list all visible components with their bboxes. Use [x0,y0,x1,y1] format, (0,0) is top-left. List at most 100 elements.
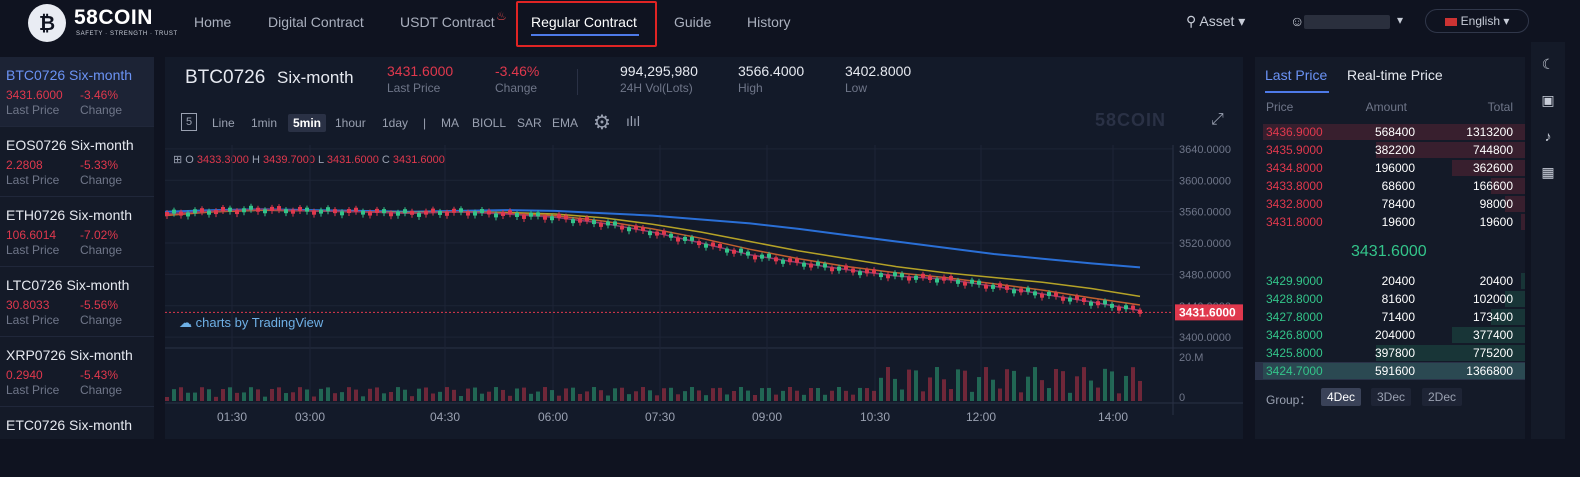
bell-icon[interactable]: ♪ [1544,128,1552,144]
user-chevron-down-icon[interactable]: ▾ [1397,13,1404,27]
ask-row[interactable]: 3434.8000 196000 362600 [1255,159,1525,177]
bid-price: 3429.9000 [1266,274,1323,288]
bid-row[interactable]: 3424.7000 591600 1366800 [1255,362,1525,380]
interval-1hour[interactable]: 1hour [335,116,366,130]
nav-home[interactable]: Home [194,14,232,30]
indicator-ma[interactable]: MA [441,116,459,130]
ticker-last-price: 3431.6000 [387,63,454,79]
bid-row[interactable]: 3428.8000 81600 102000 [1255,290,1525,308]
candle-body [487,210,491,215]
candle-body [186,212,190,217]
nav-guide[interactable]: Guide [674,14,712,30]
wallet-icon[interactable]: ▣ [1541,92,1555,108]
tab-realtime-price[interactable]: Real-time Price [1347,67,1443,83]
volume-bar [305,389,309,401]
volume-bar [333,393,337,401]
language-selector[interactable]: English ▾ [1425,9,1529,33]
interval-1min[interactable]: 1min [251,116,278,130]
bid-row[interactable]: 3429.9000 20400 20400 [1255,272,1525,290]
nav-regular-contract[interactable]: Regular Contract [531,14,637,30]
ask-row[interactable]: 3435.9000 382200 744800 [1255,141,1525,159]
last-price-label: Last Price [6,383,60,397]
asset-menu[interactable]: ⚲ Asset ▾ [1186,13,1245,30]
volume-bar [494,387,498,401]
ask-row[interactable]: 3433.8000 68600 166600 [1255,177,1525,195]
interval-1day[interactable]: 1day [382,116,409,130]
ticker-high: 3566.4000 [738,63,805,79]
x-tick-label: 14:00 [1098,410,1128,424]
candle-body [571,219,575,224]
volume-bar [340,392,344,401]
ask-row[interactable]: 3436.9000 568400 1313200 [1255,123,1525,141]
volume-bar [921,391,925,401]
y-tick-label: 3480.0000 [1179,269,1231,281]
nav-history[interactable]: History [747,14,791,30]
nav-usdt-contract[interactable]: USDT Contract [400,14,495,30]
calculator-icon[interactable]: ▦ [1541,164,1555,180]
candle-body [438,210,442,215]
price-chart[interactable]: 3640.0000 3600.0000 3560.0000 3520.0000 3480… [165,145,1243,439]
user-name-redacted [1304,15,1390,29]
ticker-high-label: High [738,81,763,95]
candle-body [305,207,309,212]
brand-logo[interactable]: ₿ 58COIN SAFETY · STRENGTH · TRUST [28,4,178,44]
candle-body [193,209,197,214]
group-label: Group： [1266,393,1312,407]
volume-bar [767,387,771,401]
candle-body [977,280,981,285]
volume-bar [648,390,652,401]
contract-item-btc[interactable]: BTC0726 Six-month 3431.6000 -3.46% Last … [0,57,154,127]
expand-legend-icon[interactable]: ⊞ [173,154,183,166]
indicator-bioll[interactable]: BIOLL [472,116,507,130]
contract-item-xrp[interactable]: XRP0726 Six-month 0.2940 -5.43% Last Pri… [0,337,154,407]
group-4dec[interactable]: 4Dec [1321,388,1362,406]
candle-body [949,276,953,281]
contract-item-etc[interactable]: ETC0726 Six-month [0,407,154,477]
user-menu[interactable]: ☺ [1290,13,1304,29]
indicators-chart-icon[interactable]: ılıl [626,113,640,129]
bid-row[interactable]: 3425.8000 397800 775200 [1255,344,1525,362]
group-2dec[interactable]: 2Dec [1422,388,1463,406]
indicator-ema[interactable]: EMA [552,116,579,130]
ask-depth-bar [1376,142,1525,158]
ticker-period: Six-month [277,68,354,87]
nav-digital-contract[interactable]: Digital Contract [268,14,364,30]
toolbar-separator: | [423,116,427,130]
tradingview-attribution[interactable]: ☁ charts by TradingView [179,315,323,331]
bid-row[interactable]: 3426.8000 204000 377400 [1255,326,1525,344]
candle-body [578,218,582,223]
chart-count-button[interactable]: 5 [181,113,197,131]
bid-depth-bar [1263,363,1525,379]
volume-bar [893,378,897,401]
interval-5min[interactable]: 5min [288,114,327,132]
candle-body [284,209,288,214]
ask-row[interactable]: 3431.8000 19600 19600 [1255,213,1525,231]
bid-row[interactable]: 3427.8000 71400 173400 [1255,308,1525,326]
volume-bar [298,387,302,401]
contract-item-eos[interactable]: EOS0726 Six-month 2.2808 -5.33% Last Pri… [0,127,154,197]
group-3dec[interactable]: 3Dec [1371,388,1412,406]
contract-item-eth[interactable]: ETH0726 Six-month 106.6014 -7.02% Last P… [0,197,154,267]
volume-bar [368,388,372,401]
fullscreen-icon[interactable]: ⤢ [1211,111,1224,128]
moon-icon[interactable]: ☾ [1541,56,1555,72]
bid-total: 1366800 [1466,364,1513,378]
contract-item-ltc[interactable]: LTC0726 Six-month 30.8033 -5.56% Last Pr… [0,267,154,337]
indicator-sar[interactable]: SAR [517,116,542,130]
volume-bar [1075,376,1079,401]
interval-line[interactable]: Line [212,116,235,130]
ohlc-high: 3439.7000 [262,154,315,166]
volume-bar [515,388,519,401]
volume-bar [445,387,449,401]
volume-bar [410,396,414,401]
chart-watermark: 58COIN [1095,110,1167,130]
ask-total: 98000 [1479,197,1513,211]
volume-bar [781,390,785,401]
ask-row[interactable]: 3432.8000 78400 98000 [1255,195,1525,213]
tab-last-price[interactable]: Last Price [1265,67,1328,83]
tradingview-cloud-icon: ☁ [179,315,192,330]
volume-bar [186,392,190,401]
candle-body [907,276,911,281]
candle-body [410,210,414,215]
gear-icon[interactable]: ⚙ [593,112,611,134]
